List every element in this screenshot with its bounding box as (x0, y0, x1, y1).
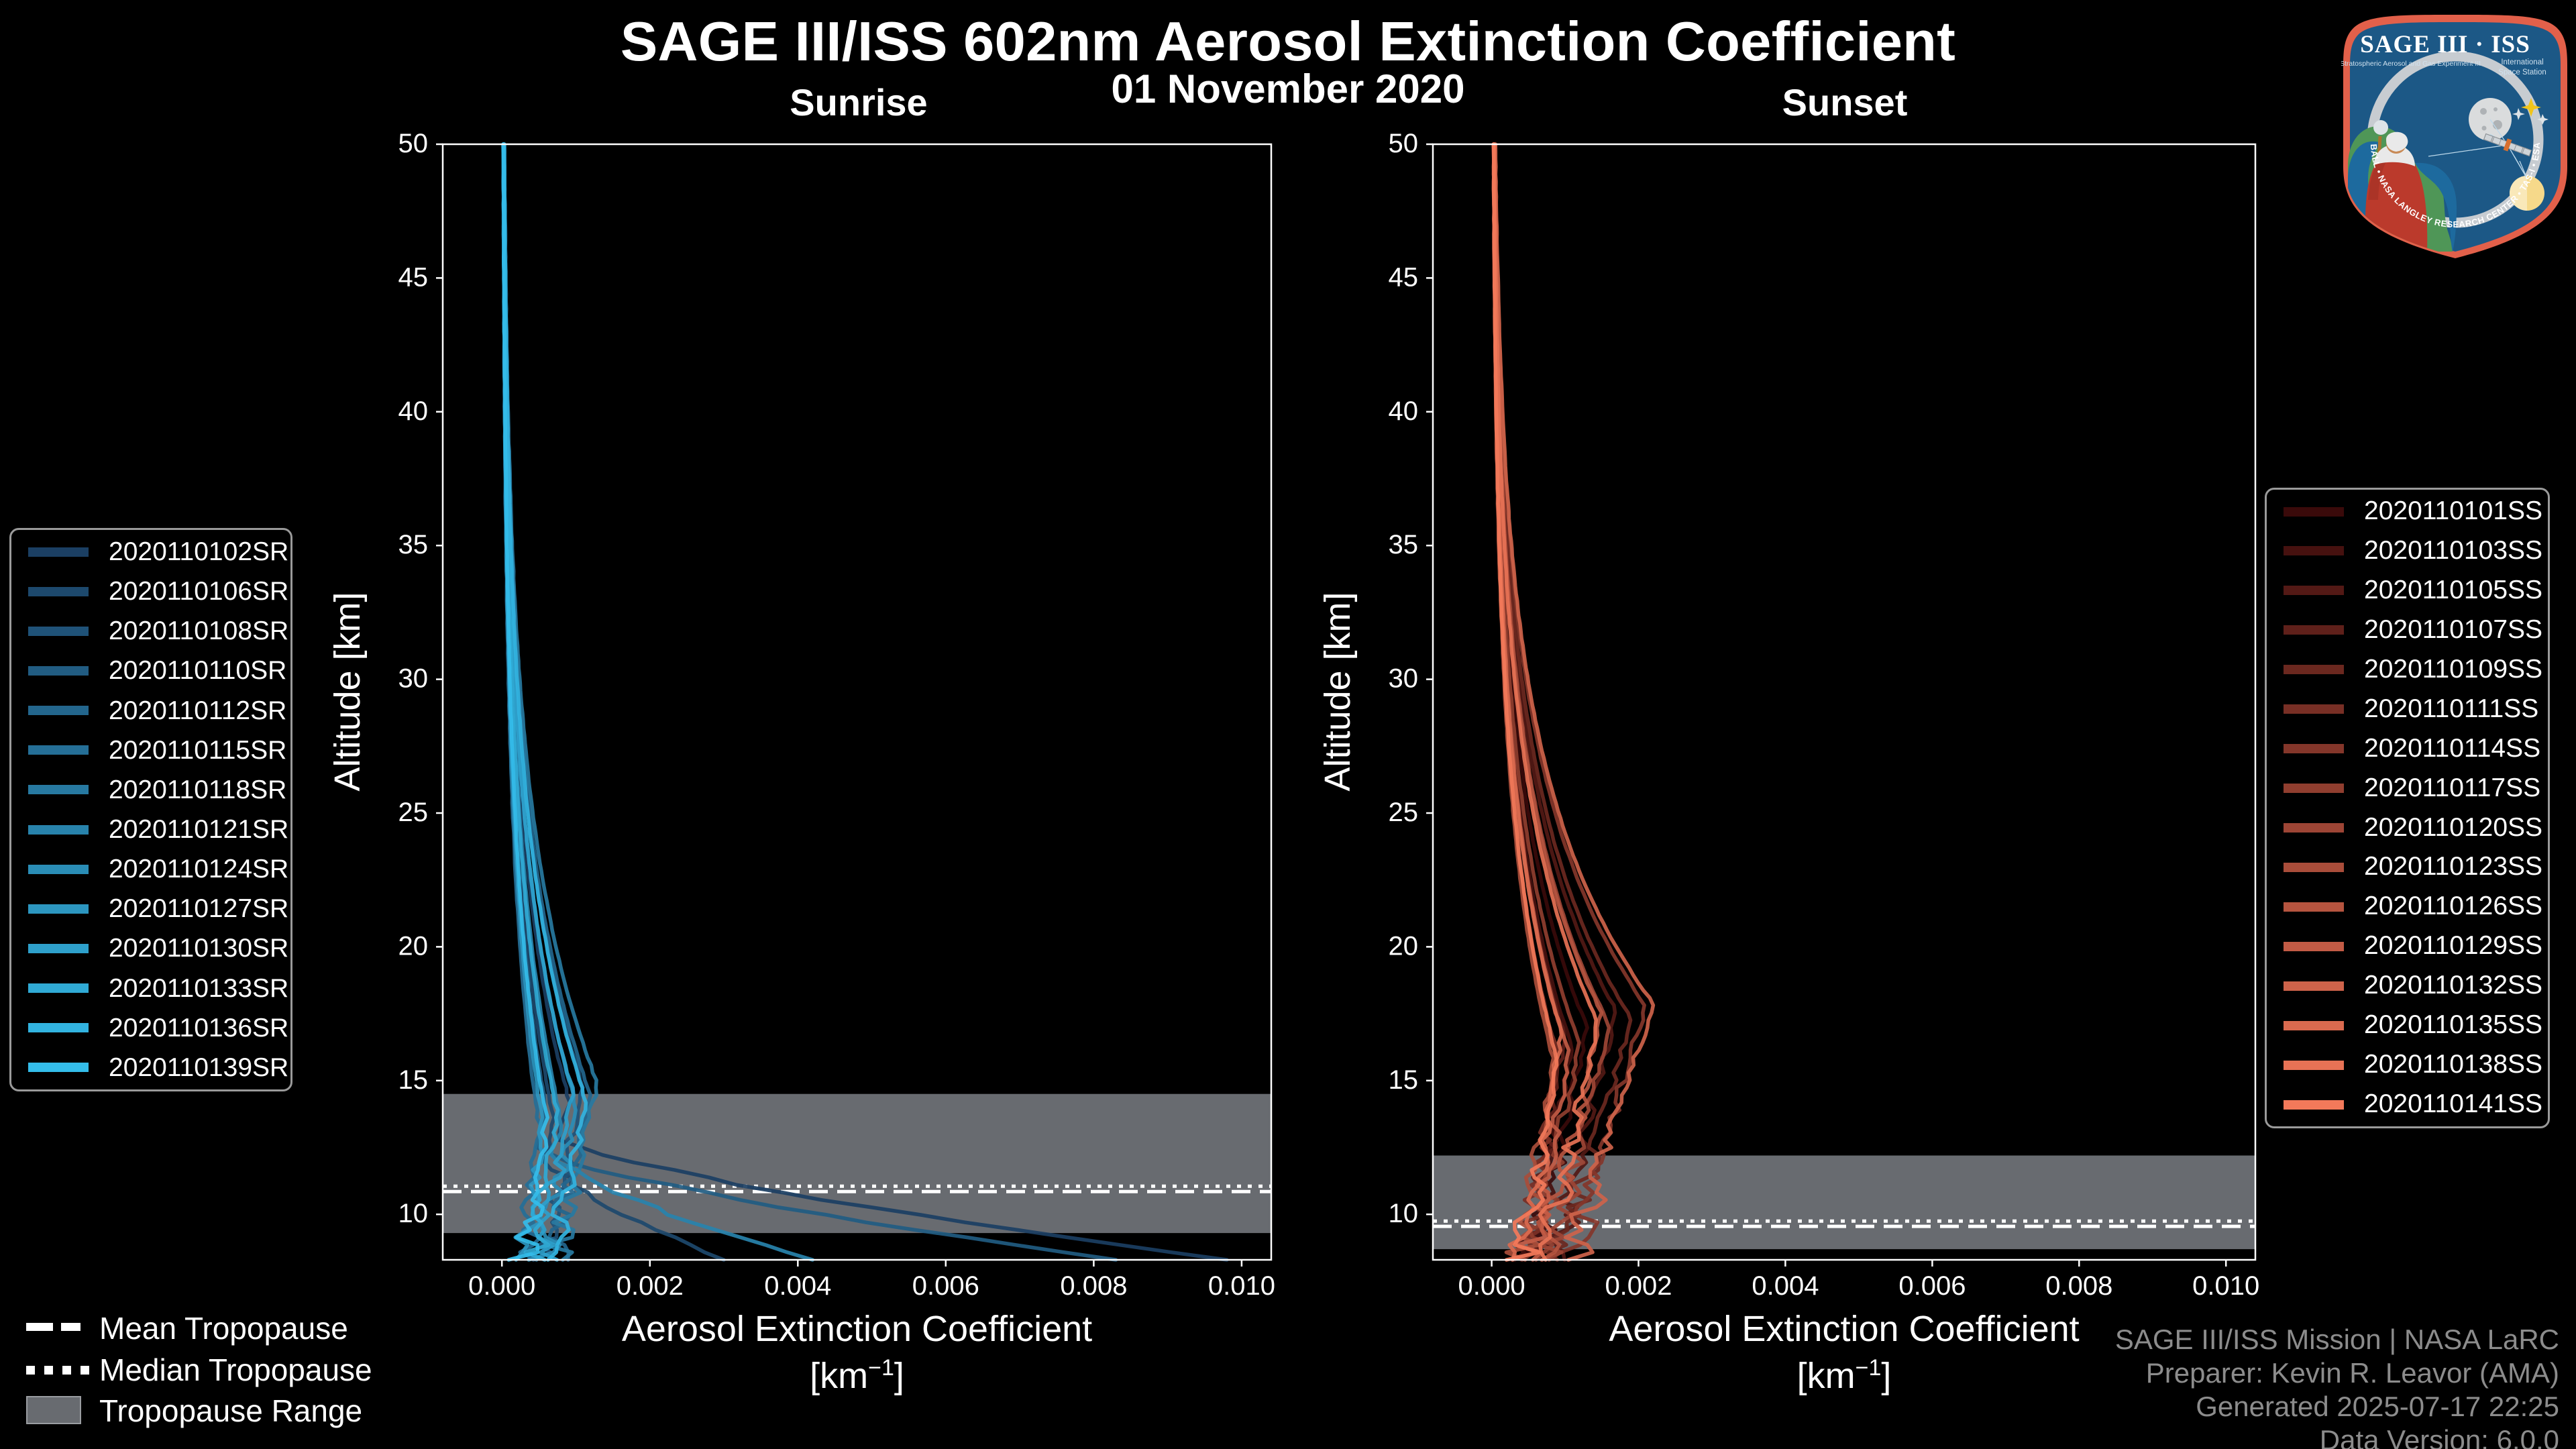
svg-text:International: International (2501, 58, 2543, 66)
svg-text:SAGE III · ISS: SAGE III · ISS (2360, 31, 2530, 58)
svg-text:35: 35 (398, 530, 429, 559)
svg-text:25: 25 (1389, 798, 1419, 827)
svg-text:Space Station: Space Station (2498, 68, 2546, 76)
svg-text:15: 15 (1389, 1065, 1419, 1095)
svg-text:0.002: 0.002 (1605, 1271, 1672, 1301)
svg-text:20: 20 (1389, 931, 1419, 961)
svg-text:30: 30 (398, 664, 429, 694)
svg-text:30: 30 (1389, 664, 1419, 694)
svg-text:0.004: 0.004 (1752, 1271, 1819, 1301)
svg-text:0.006: 0.006 (912, 1271, 979, 1301)
svg-text:50: 50 (1389, 129, 1419, 158)
svg-text:Stratospheric Aerosol and Gas: Stratospheric Aerosol and Gas Experiment… (2341, 60, 2481, 68)
svg-text:50: 50 (398, 129, 429, 158)
svg-text:10: 10 (398, 1199, 429, 1228)
svg-text:0.006: 0.006 (1898, 1271, 1966, 1301)
svg-text:40: 40 (398, 396, 429, 426)
svg-text:20: 20 (398, 931, 429, 961)
svg-text:45: 45 (1389, 262, 1419, 292)
svg-text:0.000: 0.000 (1458, 1271, 1525, 1301)
svg-text:35: 35 (1389, 530, 1419, 559)
svg-text:0.004: 0.004 (764, 1271, 831, 1301)
svg-text:0.010: 0.010 (1208, 1271, 1275, 1301)
svg-text:0.002: 0.002 (616, 1271, 684, 1301)
svg-text:45: 45 (398, 262, 429, 292)
svg-text:15: 15 (398, 1065, 429, 1095)
svg-text:0.010: 0.010 (2192, 1271, 2259, 1301)
svg-text:0.008: 0.008 (2045, 1271, 2112, 1301)
svg-text:10: 10 (1389, 1199, 1419, 1228)
svg-text:0.008: 0.008 (1060, 1271, 1127, 1301)
svg-text:40: 40 (1389, 396, 1419, 426)
svg-text:25: 25 (398, 798, 429, 827)
svg-text:0.000: 0.000 (468, 1271, 535, 1301)
